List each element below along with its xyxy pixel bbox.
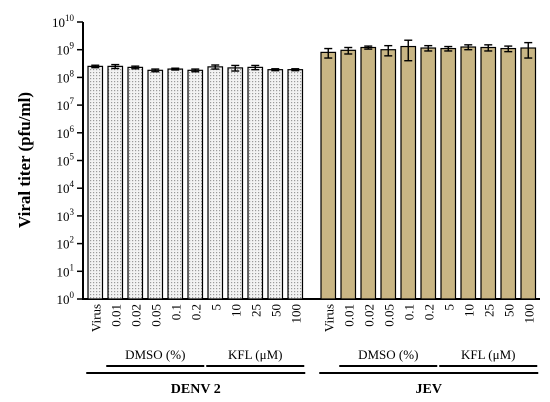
bar: [400, 45, 417, 300]
error-bar: [131, 65, 140, 70]
error-bar: [484, 44, 493, 52]
error-bar: [171, 67, 180, 71]
x-tick-label: Virus: [321, 304, 336, 332]
y-tick-label: 108: [57, 68, 75, 85]
error-bar: [524, 41, 533, 59]
error-bar: [384, 44, 393, 57]
error-bar: [344, 46, 353, 55]
group-label: KFL (μM): [228, 347, 283, 362]
bar: [287, 69, 304, 300]
bar: [440, 47, 457, 300]
x-tick-label: 0.02: [361, 304, 376, 327]
error-bar: [271, 68, 280, 72]
y-tick-label: 102: [57, 235, 75, 252]
x-tick-label: 5: [441, 304, 456, 311]
bar: [127, 66, 144, 300]
x-tick-label: 0.1: [168, 304, 183, 320]
bar: [340, 49, 357, 300]
y-tick-label: 1010: [52, 13, 75, 30]
x-tick-label: 25: [248, 304, 263, 317]
y-tick-label: 103: [57, 207, 75, 224]
x-tick-label: 0.05: [381, 304, 396, 327]
x-tick-label: 0.2: [188, 304, 203, 320]
error-bar: [424, 44, 433, 52]
bar: [187, 69, 204, 300]
x-tick-label: 50: [268, 304, 283, 317]
error-bar: [251, 64, 260, 71]
x-tick-label: 0.1: [401, 304, 416, 320]
error-bar: [324, 47, 333, 59]
bar: [380, 49, 397, 300]
error-bar: [111, 63, 120, 70]
bar: [460, 46, 477, 300]
y-tick-label: 100: [57, 290, 75, 307]
bar: [267, 69, 284, 300]
bar: [167, 68, 184, 300]
x-tick-label: 100: [521, 304, 536, 324]
y-tick-label: 109: [57, 41, 75, 58]
error-bar: [91, 64, 100, 69]
y-tick-label: 106: [57, 124, 75, 141]
bar: [207, 66, 224, 300]
virus-label: DENV 2: [171, 382, 221, 397]
series-jev: [320, 39, 537, 300]
series-denv-2: [87, 63, 304, 300]
y-tick-label: 107: [57, 96, 75, 113]
group-labels: DMSO (%) KFL (μM) DENV 2 DMSO (%) KFL (μM) JE…: [86, 347, 539, 397]
bar: [107, 65, 124, 300]
x-tick-label: 50: [501, 304, 516, 317]
x-tick-label: 25: [481, 304, 496, 317]
bar: [227, 67, 244, 300]
group-label: DMSO (%): [125, 347, 185, 362]
y-tick-label: 104: [57, 179, 75, 196]
bar: [420, 47, 437, 300]
x-tick-label: Virus: [88, 304, 103, 332]
y-ticks: 100 101 102 103 104 105 106 107 108 109 1010: [52, 13, 83, 307]
group-label: KFL (μM): [461, 347, 516, 362]
bar: [87, 65, 104, 300]
x-tick-label: 10: [461, 304, 476, 317]
error-bar: [504, 45, 513, 53]
bar: [360, 46, 377, 300]
error-bar: [231, 64, 240, 72]
error-bar: [364, 45, 373, 50]
x-tick-label: 5: [208, 304, 223, 311]
error-bar: [404, 39, 413, 62]
x-tick-label: 100: [288, 304, 303, 324]
error-bar: [191, 68, 200, 73]
x-tick-label: 0.05: [148, 304, 163, 327]
y-tick-label: 101: [57, 262, 75, 279]
error-bar: [444, 45, 453, 52]
virus-label: JEV: [416, 382, 442, 397]
bars: [87, 39, 537, 300]
bar: [247, 66, 264, 300]
x-tick-label: 0.02: [128, 304, 143, 327]
y-axis-label: Viral titer (pfu/ml): [15, 92, 34, 228]
error-bar: [291, 68, 300, 72]
x-tick-label: 0.2: [421, 304, 436, 320]
error-bar: [151, 68, 160, 73]
bar: [320, 51, 337, 300]
bar: [147, 69, 164, 300]
bar: [480, 46, 497, 300]
y-tick-label: 105: [57, 152, 75, 169]
error-bar: [211, 64, 220, 70]
x-tick-label: 0.01: [108, 304, 123, 327]
bar: [520, 47, 537, 300]
x-tick-label: 0.01: [341, 304, 356, 327]
error-bar: [464, 44, 473, 51]
bar: [500, 47, 517, 300]
x-tick-label: 10: [228, 304, 243, 317]
x-tick-labels: Virus 0.01 0.02 0.05 0.1 0.2 5 10 25 50 100 Virus 0.…: [88, 304, 536, 332]
group-label: DMSO (%): [358, 347, 418, 362]
